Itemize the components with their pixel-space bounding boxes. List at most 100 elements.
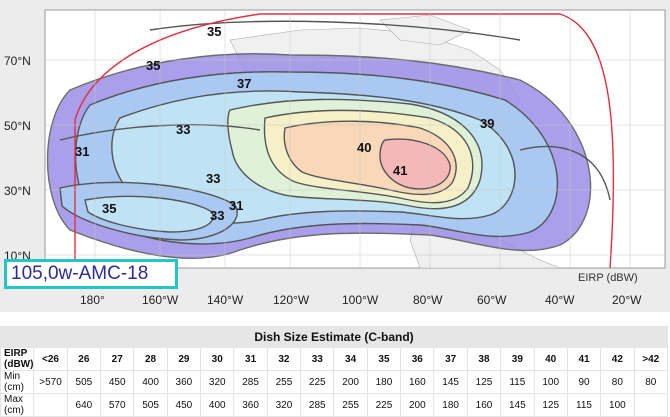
- max-cell: 160: [466, 393, 502, 417]
- max-cell: 255: [333, 393, 368, 417]
- contour-line-35-top: [149, 20, 521, 41]
- contour-band-41: [379, 138, 451, 190]
- lat-label-50n: 50°N: [4, 119, 31, 133]
- contour-label-35-top: 35: [207, 24, 222, 39]
- contour-label-35-pacific: 35: [102, 201, 117, 216]
- max-cell: 285: [300, 393, 335, 417]
- eirp-cell: 39: [500, 347, 535, 371]
- eirp-cell: 37: [433, 347, 468, 371]
- max-cell: [633, 393, 669, 417]
- contour-label-40: 40: [357, 140, 372, 155]
- max-cell: 400: [200, 393, 235, 417]
- max-cell: 505: [133, 393, 168, 417]
- coverage-edge-line: [74, 13, 615, 269]
- contour-label-39: 39: [480, 116, 495, 131]
- eirp-cell: 35: [366, 347, 402, 371]
- min-cell: 180: [366, 370, 402, 394]
- min-cell: 90: [566, 370, 602, 394]
- coverage-map: 70°N 50°N 30°N 10°N 180° 160°W 140°W 120…: [0, 0, 670, 312]
- table-title: Dish Size Estimate (C-band): [0, 326, 668, 348]
- min-cell: 285: [233, 370, 268, 394]
- min-cell: 115: [500, 370, 535, 394]
- min-cell: 100: [533, 370, 568, 394]
- contour-pacific-35: [84, 195, 214, 233]
- min-cell: 125: [466, 370, 502, 394]
- max-cell: 320: [266, 393, 302, 417]
- contour-label-37: 37: [237, 76, 252, 91]
- dish-size-table-container: Dish Size Estimate (C-band) EIRP (dBW) <…: [0, 326, 670, 417]
- eirp-cell: 38: [466, 347, 502, 371]
- min-cell: >570: [33, 370, 68, 394]
- max-cell: 225: [366, 393, 402, 417]
- contour-label-35-alaska: 35: [146, 58, 161, 73]
- eirp-cell: <26: [33, 347, 68, 371]
- min-cell: 200: [333, 370, 368, 394]
- eirp-cell: >42: [633, 347, 669, 371]
- legend-unit-label: EIRP (dBW): [578, 272, 638, 284]
- contour-label-31-left: 31: [75, 144, 90, 159]
- lon-label-180: 180°: [80, 293, 105, 307]
- min-cell: 450: [100, 370, 135, 394]
- max-cell: 180: [433, 393, 468, 417]
- row-label-min: Min (cm): [0, 370, 35, 394]
- min-cell: 400: [133, 370, 168, 394]
- row-label-max: Max (cm): [0, 393, 35, 417]
- table-row-max: Max (cm) 640 570 505 450 400 360 320 285 255 225 2…: [0, 393, 669, 417]
- table-row-min: Min (cm) >570 505 450 400 360 320 285 255 225 200…: [0, 370, 669, 394]
- lon-label-100w: 100°W: [342, 293, 379, 307]
- eirp-cell: 32: [266, 347, 302, 371]
- dish-size-table: Dish Size Estimate (C-band) EIRP (dBW) <…: [0, 326, 669, 417]
- min-cell: 80: [600, 370, 635, 394]
- graticule: [45, 10, 665, 268]
- eirp-cell: 26: [66, 347, 102, 371]
- eirp-cell: 29: [166, 347, 202, 371]
- satellite-label-badge: 105,0w-AMC-18: [4, 259, 178, 289]
- contour-label-41: 41: [393, 163, 408, 178]
- lon-label-120w: 120°W: [273, 293, 310, 307]
- lon-label-60w: 60°W: [477, 293, 507, 307]
- min-cell: 160: [400, 370, 435, 394]
- eirp-cell: 42: [600, 347, 635, 371]
- min-cell: 360: [166, 370, 202, 394]
- eirp-cell: 36: [400, 347, 435, 371]
- lon-label-140w: 140°W: [207, 293, 244, 307]
- lat-label-30n: 30°N: [4, 184, 31, 198]
- eirp-cell: 41: [566, 347, 602, 371]
- max-cell: 125: [533, 393, 568, 417]
- contour-line-east: [519, 145, 611, 201]
- contour-label-31-pacific: 31: [229, 198, 244, 213]
- max-cell: 100: [600, 393, 635, 417]
- max-cell: [33, 393, 68, 417]
- max-cell: 200: [400, 393, 435, 417]
- min-cell: 80: [633, 370, 669, 394]
- eirp-cell: 28: [133, 347, 168, 371]
- max-cell: 115: [566, 393, 602, 417]
- lon-label-20w: 20°W: [612, 293, 642, 307]
- arctic-islands-land: [379, 14, 471, 46]
- min-cell: 505: [66, 370, 102, 394]
- min-cell: 320: [200, 370, 235, 394]
- max-cell: 640: [66, 393, 102, 417]
- eirp-cell: 34: [333, 347, 368, 371]
- contour-label-33-upper: 33: [176, 122, 191, 137]
- min-cell: 145: [433, 370, 468, 394]
- min-cell: 225: [300, 370, 335, 394]
- eirp-cell: 30: [200, 347, 235, 371]
- eirp-cell: 33: [300, 347, 335, 371]
- lon-label-40w: 40°W: [545, 293, 575, 307]
- max-cell: 450: [166, 393, 202, 417]
- max-cell: 145: [500, 393, 535, 417]
- lon-label-80w: 80°W: [413, 293, 443, 307]
- contour-label-33-mid: 33: [206, 171, 221, 186]
- max-cell: 570: [100, 393, 135, 417]
- row-label-eirp: EIRP (dBW): [0, 347, 35, 371]
- lon-label-160w: 160°W: [142, 293, 179, 307]
- eirp-cell: 31: [233, 347, 268, 371]
- table-row-eirp: EIRP (dBW) <26 26 27 28 29 30 31 32 33 34 35 36 37 38…: [0, 347, 669, 371]
- lat-label-70n: 70°N: [4, 54, 31, 68]
- contour-label-33-low: 33: [210, 208, 225, 223]
- map-canvas: [44, 9, 666, 269]
- eirp-cell: 27: [100, 347, 135, 371]
- min-cell: 255: [266, 370, 302, 394]
- max-cell: 360: [233, 393, 268, 417]
